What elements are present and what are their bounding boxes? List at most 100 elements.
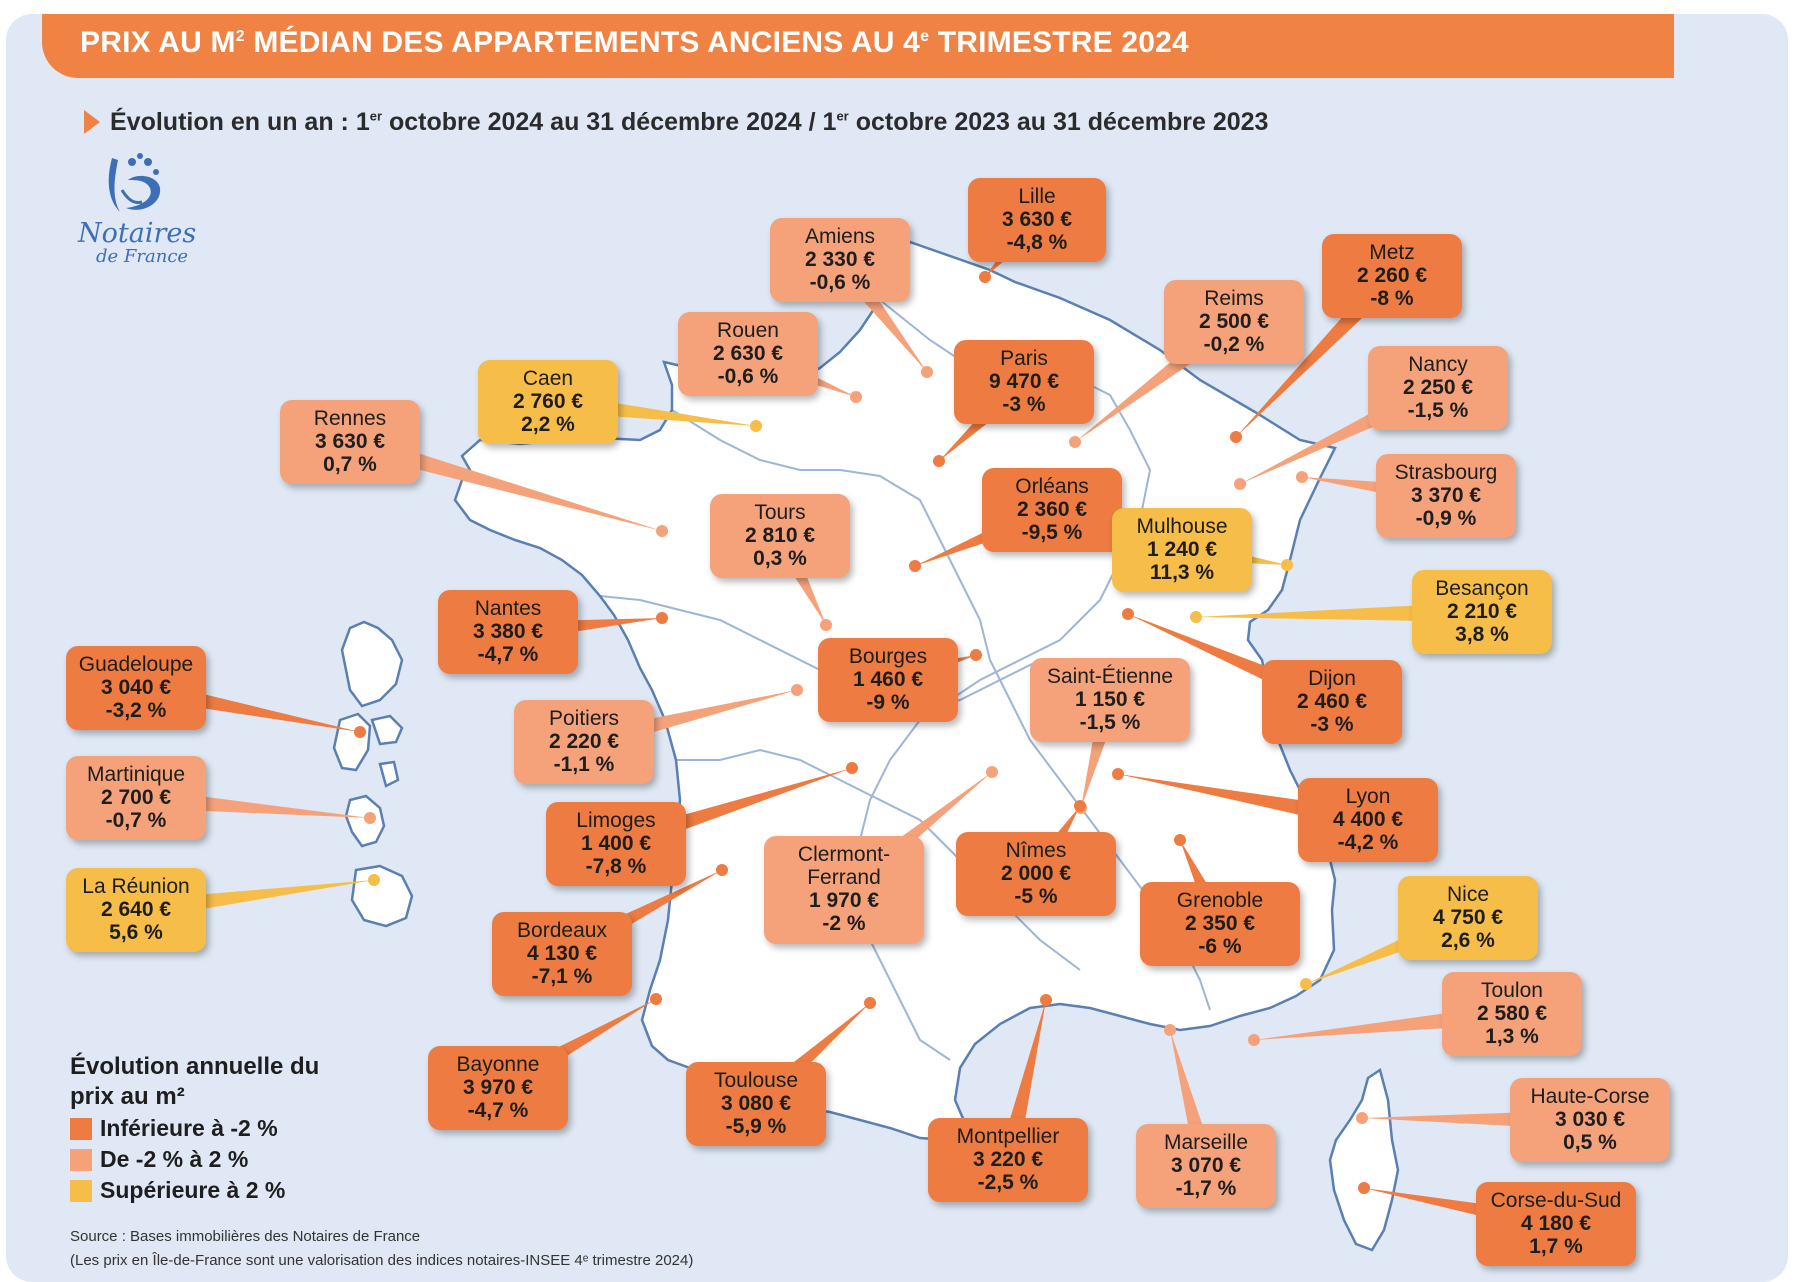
city-change: -4,8 %: [1006, 231, 1068, 254]
city-dot-32: [1356, 1112, 1368, 1124]
city-price: 2 350 €: [1184, 912, 1256, 935]
city-label-box: Haute-Corse 3 030 €0,5 %: [1510, 1078, 1670, 1162]
city-price: 2 500 €: [1198, 310, 1270, 333]
city-price: 1 460 €: [852, 668, 924, 691]
city-label-box: Dijon 2 460 € -3 %: [1262, 660, 1402, 744]
city-change: -9,5 %: [1021, 521, 1083, 544]
city-price: 2 760 €: [512, 390, 584, 413]
city-change: -6 %: [1198, 935, 1242, 958]
city-dot-15: [354, 726, 366, 738]
city-dot-6: [750, 420, 762, 432]
city-change: -3,2 %: [105, 699, 167, 722]
city-change: -4,7 %: [477, 643, 539, 666]
city-label-box: Rouen 2 630 € -0,6 %: [678, 312, 818, 396]
city-change: 0,7 %: [323, 453, 377, 476]
city-price: 3 970 €: [462, 1076, 534, 1099]
guadeloupe-island-4: [378, 760, 400, 788]
city-name: Clermont- Ferrand: [797, 843, 891, 889]
map-title: PRIX AU M2 MÉDIAN DES APPARTEMENTS ANCIE…: [80, 26, 1189, 60]
city-price: 1 970 €: [808, 889, 880, 912]
city-change: -1,5 %: [1079, 711, 1141, 734]
city-dot-11: [820, 619, 832, 631]
title-text-1: PRIX AU M: [80, 26, 236, 59]
city-name: Nice: [1446, 883, 1489, 906]
city-label-box: Nîmes 2 000 € -5 %: [956, 832, 1116, 916]
city-dot-0: [979, 271, 991, 283]
legend: Évolution annuelle du prix au m² Inférie…: [70, 1052, 350, 1205]
logo-subname: de France: [96, 246, 189, 267]
city-price: 3 630 €: [1001, 208, 1073, 231]
city-change: -1,1 %: [553, 753, 615, 776]
leader-13: [1196, 602, 1483, 622]
city-name: Bordeaux: [517, 919, 607, 942]
city-label-box: Bayonne 3 970 € -4,7 %: [428, 1046, 568, 1130]
city-label-box: Mulhouse 1 240 €11,3 %: [1112, 508, 1252, 592]
reunion-island: [350, 864, 414, 928]
city-label-box: Amiens 2 330 € -0,6 %: [770, 218, 910, 302]
city-dot-29: [1248, 1034, 1260, 1046]
city-name: Caen: [522, 367, 574, 390]
title-sup-1: 2: [235, 28, 245, 45]
city-label-box: Corse-du-Sud 4 180 €1,7 %: [1476, 1182, 1636, 1266]
city-label-box: Nantes 3 380 € -4,7 %: [438, 590, 578, 674]
city-change: 5,6 %: [109, 921, 163, 944]
city-dot-33: [1040, 994, 1052, 1006]
city-label-box: Strasbourg 3 370 € -0,9 %: [1376, 454, 1516, 538]
subtitle-text-2: octobre 2024 au 31 décembre 2024 / 1: [382, 108, 837, 136]
legend-title: Évolution annuelle du prix au m²: [70, 1053, 320, 1110]
city-name: Dijon: [1308, 667, 1356, 690]
city-price: 1 240 €: [1146, 538, 1218, 561]
notaires-logo-icon: [108, 153, 161, 212]
legend-item: De -2 % à 2 %: [70, 1144, 350, 1174]
city-label-box: Metz 2 260 € -8 %: [1322, 234, 1462, 318]
city-price: 2 700 €: [100, 786, 172, 809]
city-change: 3,8 %: [1455, 623, 1509, 646]
city-price: 4 180 €: [1520, 1212, 1592, 1235]
city-name: Bayonne: [456, 1053, 540, 1076]
city-change: -8 %: [1370, 287, 1414, 310]
city-name: Nîmes: [1005, 839, 1067, 862]
city-dot-18: [1122, 608, 1134, 620]
city-price: 2 630 €: [712, 342, 784, 365]
city-change: -5,9 %: [725, 1115, 787, 1138]
city-dot-23: [986, 766, 998, 778]
city-label-box: Caen 2 760 €2,2 %: [478, 360, 618, 444]
city-change: -1,5 %: [1407, 399, 1469, 422]
city-label-box: Guadeloupe 3 040 € -3,2 %: [66, 646, 206, 730]
city-label-box: Reims 2 500 € -0,2 %: [1164, 280, 1304, 364]
city-price: 2 640 €: [100, 898, 172, 921]
city-dot-16: [970, 649, 982, 661]
city-dot-10: [909, 560, 921, 572]
city-price: 2 460 €: [1296, 690, 1368, 713]
city-change: 2,6 %: [1441, 929, 1495, 952]
city-name: Rouen: [717, 319, 779, 342]
city-name: Martinique: [86, 763, 186, 786]
city-change: -0,6 %: [717, 365, 779, 388]
city-price: 3 380 €: [472, 620, 544, 643]
city-dot-30: [650, 993, 662, 1005]
city-price: 2 210 €: [1446, 600, 1518, 623]
city-label-box: Paris 9 470 € -3 %: [954, 340, 1094, 424]
subtitle-arrow-icon: [84, 110, 100, 134]
city-change: 2,2 %: [521, 413, 575, 436]
city-dot-21: [1112, 768, 1124, 780]
map-subtitle: Évolution en un an : 1er octobre 2024 au…: [110, 108, 1268, 137]
city-change: 1,7 %: [1529, 1235, 1583, 1258]
city-name: Amiens: [804, 225, 876, 248]
city-dot-5: [933, 455, 945, 467]
city-name: Toulouse: [713, 1069, 799, 1092]
city-label-box: Saint-Étienne 1 150 € -1,5 %: [1030, 658, 1190, 742]
city-name: Besançon: [1435, 577, 1529, 600]
city-price: 2 580 €: [1476, 1002, 1548, 1025]
city-label-box: La Réunion 2 640 €5,6 %: [66, 868, 206, 952]
city-change: -2 %: [822, 912, 866, 935]
city-dot-8: [656, 525, 668, 537]
city-dot-4: [850, 391, 862, 403]
city-dot-19: [791, 684, 803, 696]
city-dot-20: [364, 812, 376, 824]
city-dot-3: [1069, 436, 1081, 448]
city-dot-12: [1281, 559, 1293, 571]
logo-name: Notaires: [78, 218, 197, 249]
city-label-box: Lyon 4 400 € -4,2 %: [1298, 778, 1438, 862]
